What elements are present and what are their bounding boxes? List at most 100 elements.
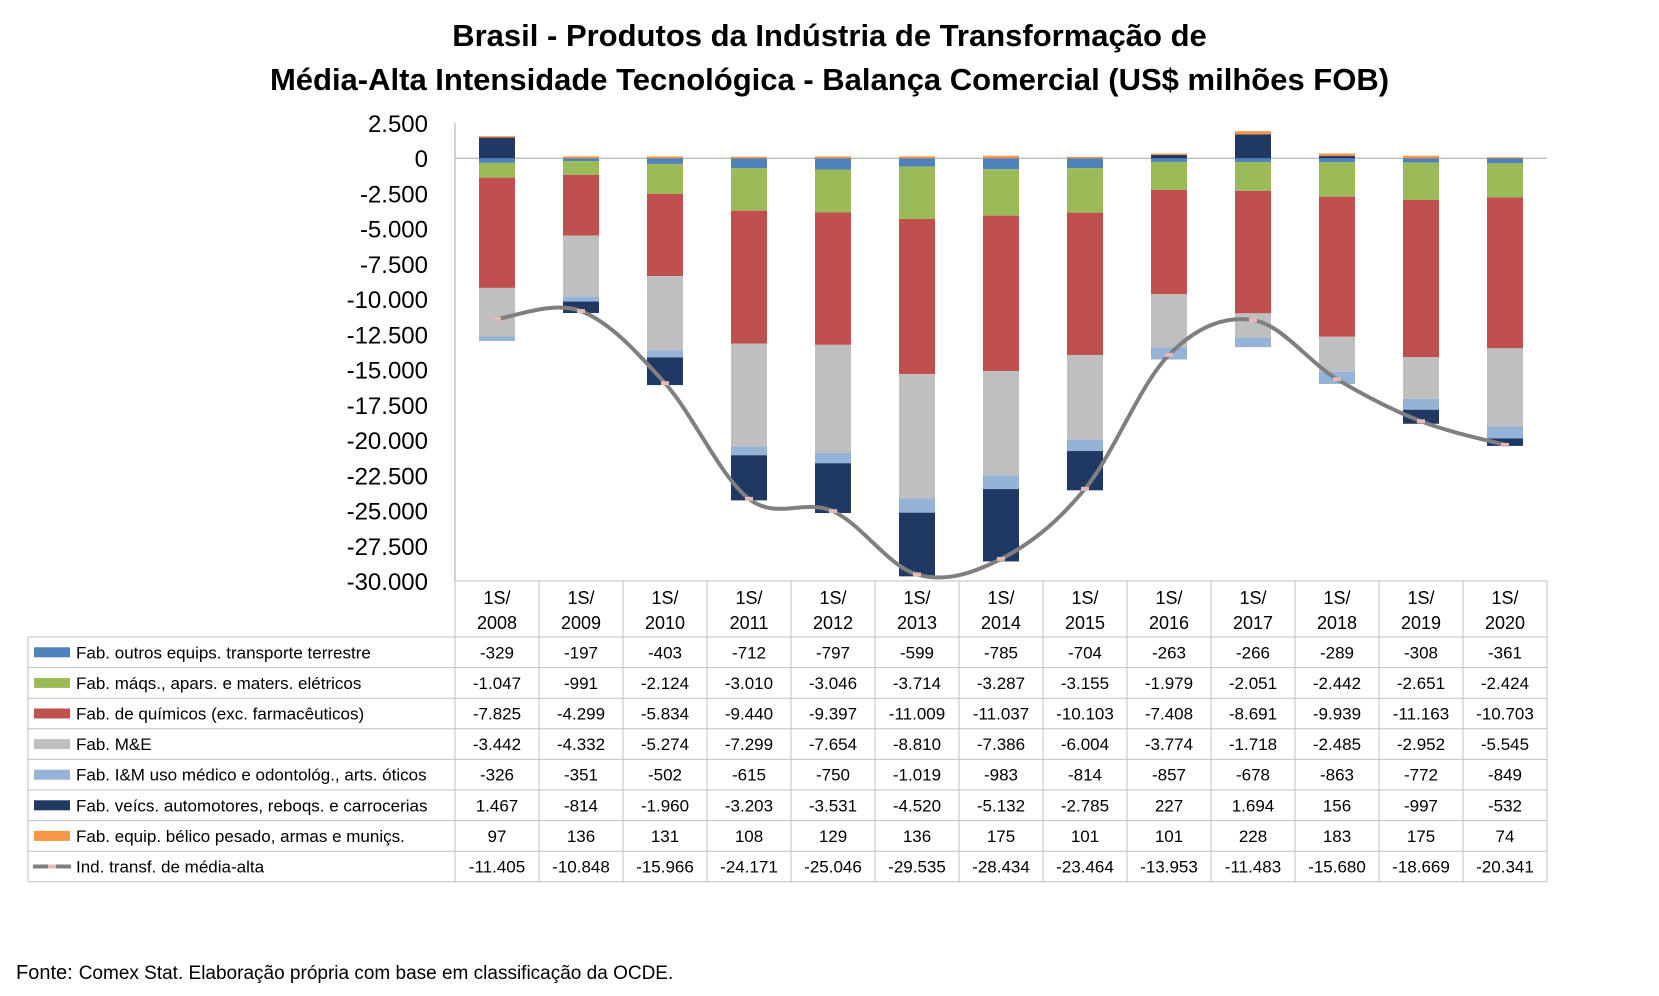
data-label: -329 — [480, 643, 514, 662]
data-label: 1.694 — [1232, 796, 1275, 815]
data-label: 175 — [987, 827, 1015, 846]
data-label: -814 — [564, 796, 598, 815]
data-label: -863 — [1320, 766, 1354, 785]
data-label: -8.691 — [1229, 705, 1277, 724]
data-label: -10.703 — [1476, 705, 1534, 724]
x-tick-label: 1S/ — [1323, 588, 1350, 608]
data-label: 97 — [488, 827, 507, 846]
data-label: -11.405 — [469, 858, 525, 877]
data-label: -351 — [564, 766, 598, 785]
bar-segment — [647, 158, 683, 164]
data-label: -4.520 — [893, 796, 941, 815]
data-label: -785 — [984, 643, 1018, 662]
x-tick-label: 1S/ — [1491, 588, 1518, 608]
bar-segment — [731, 343, 767, 447]
bar-segment — [479, 137, 515, 159]
data-label: -9.440 — [725, 705, 773, 724]
bar-segment — [899, 166, 935, 220]
y-tick-label: -17.500 — [347, 393, 428, 420]
data-label: -3.010 — [725, 674, 773, 693]
y-tick-label: -12.500 — [347, 322, 428, 349]
bar-segment — [983, 371, 1019, 476]
data-label: 227 — [1155, 796, 1183, 815]
legend-key — [34, 739, 70, 750]
x-tick-label: 1S/ — [735, 588, 762, 608]
bar-segment — [1151, 189, 1187, 295]
bar-segment — [983, 158, 1019, 170]
data-label: -2.124 — [641, 674, 689, 693]
data-label: -772 — [1404, 766, 1438, 785]
x-tick-label: 1S/ — [903, 588, 930, 608]
data-label: -3.774 — [1145, 735, 1193, 754]
bar-segment — [479, 336, 515, 341]
legend-key — [34, 830, 70, 841]
x-tick-label: 2018 — [1317, 613, 1357, 633]
bar-segment — [1067, 158, 1103, 169]
data-label: -11.483 — [1225, 858, 1281, 877]
data-label: -5.132 — [977, 796, 1025, 815]
data-label: -10.103 — [1056, 705, 1114, 724]
data-label: -326 — [480, 766, 514, 785]
data-label: -4.299 — [557, 705, 605, 724]
x-tick-label: 2009 — [561, 613, 601, 633]
data-label: -13.953 — [1140, 858, 1198, 877]
data-label: -997 — [1404, 796, 1438, 815]
data-label: -15.966 — [636, 858, 694, 877]
stacked-bar-line-chart: 2.500 0 -2.500 -5.000 -7.500 -10.000 -12.500 -1… — [27, 111, 1548, 883]
bar-segment — [983, 475, 1019, 490]
data-label: -5.834 — [641, 705, 689, 724]
bar-segment — [1487, 348, 1523, 427]
y-tick-label: 2.500 — [368, 111, 428, 138]
bar-segment — [1403, 357, 1439, 399]
data-label: -615 — [732, 766, 766, 785]
line-marker — [829, 509, 837, 514]
data-label: -308 — [1404, 643, 1438, 662]
bar-segment — [1067, 212, 1103, 355]
line-marker — [1165, 352, 1173, 357]
line-marker — [1417, 419, 1425, 424]
x-tick-label: 1S/ — [1407, 588, 1434, 608]
data-label: -3.442 — [473, 735, 521, 754]
data-label: -8.810 — [893, 735, 941, 754]
data-label: -857 — [1152, 766, 1186, 785]
data-label: -15.680 — [1308, 858, 1366, 877]
series-name: Fab. veícs. automotores, reboqs. e carro… — [76, 796, 428, 815]
data-label: -11.037 — [973, 705, 1029, 724]
data-label: -2.424 — [1481, 674, 1529, 693]
data-label: -599 — [900, 643, 934, 662]
bar-segment — [479, 158, 515, 163]
bar-segment — [1319, 162, 1355, 197]
line-marker — [1249, 318, 1257, 323]
bar-segment — [899, 512, 935, 577]
bar-segment — [983, 215, 1019, 372]
data-label: -25.046 — [804, 858, 862, 877]
bar-segment — [1151, 153, 1187, 156]
legend-key — [34, 800, 70, 811]
data-label: -502 — [648, 766, 682, 785]
data-label: -983 — [984, 766, 1018, 785]
bar-segment — [1067, 354, 1103, 440]
bar-segment — [731, 210, 767, 344]
bar-segment — [899, 374, 935, 499]
data-label: -7.408 — [1145, 705, 1193, 724]
data-label: -7.386 — [977, 735, 1025, 754]
bar-segment — [1067, 156, 1103, 159]
y-tick-label: -10.000 — [347, 287, 428, 314]
data-label: -29.535 — [888, 858, 946, 877]
data-label: -11.163 — [1393, 705, 1449, 724]
data-label: 136 — [567, 827, 595, 846]
data-label: -3.203 — [725, 796, 773, 815]
bar-segment — [1403, 162, 1439, 200]
bar-segment — [1067, 439, 1103, 452]
source-label: Fonte: — [16, 962, 73, 984]
y-tick-label: -7.500 — [360, 252, 428, 279]
data-label: 131 — [651, 827, 679, 846]
bar-segment — [1487, 438, 1523, 446]
bar-segment — [1319, 153, 1355, 157]
series-name: Fab. I&M uso médico e odontológ., arts. … — [76, 766, 427, 785]
bar-segment — [647, 163, 683, 194]
bar-segment — [1151, 155, 1187, 159]
data-label: -11.009 — [889, 705, 945, 724]
legend-key — [34, 708, 70, 719]
bar-segment — [647, 156, 683, 159]
